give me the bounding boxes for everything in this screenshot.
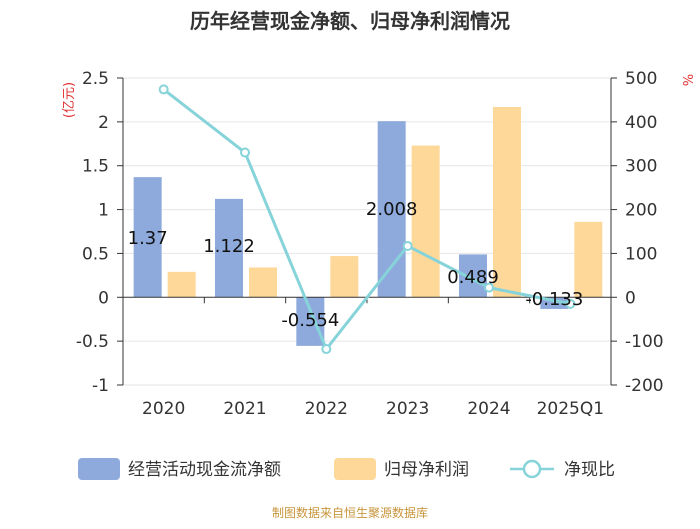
- legend: 经营活动现金流净额 归母净利润 净现比: [78, 458, 615, 480]
- right-tick-label: 0: [625, 288, 636, 308]
- ratio-point: [321, 344, 332, 355]
- axes: 2.5 2 1.5 1 0.5 0 -0.5 -1 500 400 300 200 100 0 -100 -2…: [76, 69, 664, 419]
- cash-flow-data-label: 0.489: [447, 267, 499, 288]
- data-labels: 1.37 1.122 -0.554 2.008 0.489 -0.133: [128, 199, 584, 331]
- ratio-line: [158, 84, 576, 355]
- net-profit-bar: [493, 106, 521, 298]
- right-tick-label: 200: [625, 201, 657, 221]
- ratio-point: [484, 282, 494, 293]
- net-profit-bar: [249, 267, 277, 298]
- right-tick-label: 100: [625, 244, 657, 264]
- left-tick-label: -0.5: [76, 332, 109, 352]
- left-tick-label: 1.5: [82, 157, 109, 177]
- legend-label-net-profit: 归母净利润: [384, 460, 469, 480]
- cash-flow-data-label: -0.133: [525, 289, 583, 310]
- cash-flow-data-label: 1.37: [128, 228, 168, 249]
- legend-swatch-cash-flow: [78, 458, 120, 480]
- cash-flow-data-label: 1.122: [203, 236, 255, 257]
- ratio-polyline: [162, 88, 571, 352]
- category-label: 2020: [142, 399, 185, 419]
- net-profit-bar: [167, 271, 196, 298]
- left-tick-label: 2.5: [82, 69, 109, 89]
- ratio-point: [158, 84, 169, 95]
- category-label: 2022: [305, 399, 348, 419]
- ratio-point: [402, 240, 413, 251]
- cash-flow-data-label: 2.008: [366, 199, 418, 220]
- legend-marker-ratio: [522, 459, 542, 479]
- right-axis-label: %: [679, 74, 694, 86]
- legend-label-cash-flow: 经营活动现金流净额: [128, 460, 281, 480]
- cash-flow-bar: [296, 297, 325, 346]
- category-label: 2023: [386, 399, 429, 419]
- legend-swatch-net-profit: [334, 458, 376, 480]
- cash-flow-bar: [215, 198, 243, 298]
- category-label: 2021: [223, 399, 266, 419]
- right-tick-label: -100: [625, 332, 664, 352]
- gridlines: [123, 77, 611, 386]
- ratio-point: [565, 298, 576, 309]
- cash-flow-bar: [133, 177, 162, 298]
- right-tick-label: -200: [625, 376, 664, 396]
- chart-title: 历年经营现金净额、归母净利润情况: [190, 9, 510, 33]
- left-tick-label: -1: [92, 376, 109, 396]
- left-tick-label: 0: [98, 288, 109, 308]
- left-tick-label: 0.5: [82, 244, 109, 264]
- right-tick-label: 300: [625, 157, 657, 177]
- left-tick-label: 2: [98, 113, 109, 133]
- category-label: 2025Q1: [537, 399, 604, 419]
- ratio-point: [240, 147, 250, 158]
- cash-flow-data-label: -0.554: [281, 310, 339, 331]
- net-profit-bar: [411, 145, 440, 298]
- left-axis-label: (亿元): [62, 82, 77, 118]
- source-note: 制图数据来自恒生聚源数据库: [272, 505, 428, 520]
- net-profit-bar: [330, 256, 359, 298]
- right-tick-label: 500: [625, 69, 657, 89]
- left-tick-label: 1: [98, 201, 109, 221]
- net-profit-bars: [167, 106, 603, 298]
- right-tick-label: 400: [625, 113, 657, 133]
- category-label: 2024: [467, 399, 510, 419]
- cash-flow-bar: [540, 297, 569, 309]
- net-profit-bar: [574, 221, 603, 298]
- cash-flow-bars: [133, 121, 569, 346]
- legend-label-ratio: 净现比: [564, 460, 615, 480]
